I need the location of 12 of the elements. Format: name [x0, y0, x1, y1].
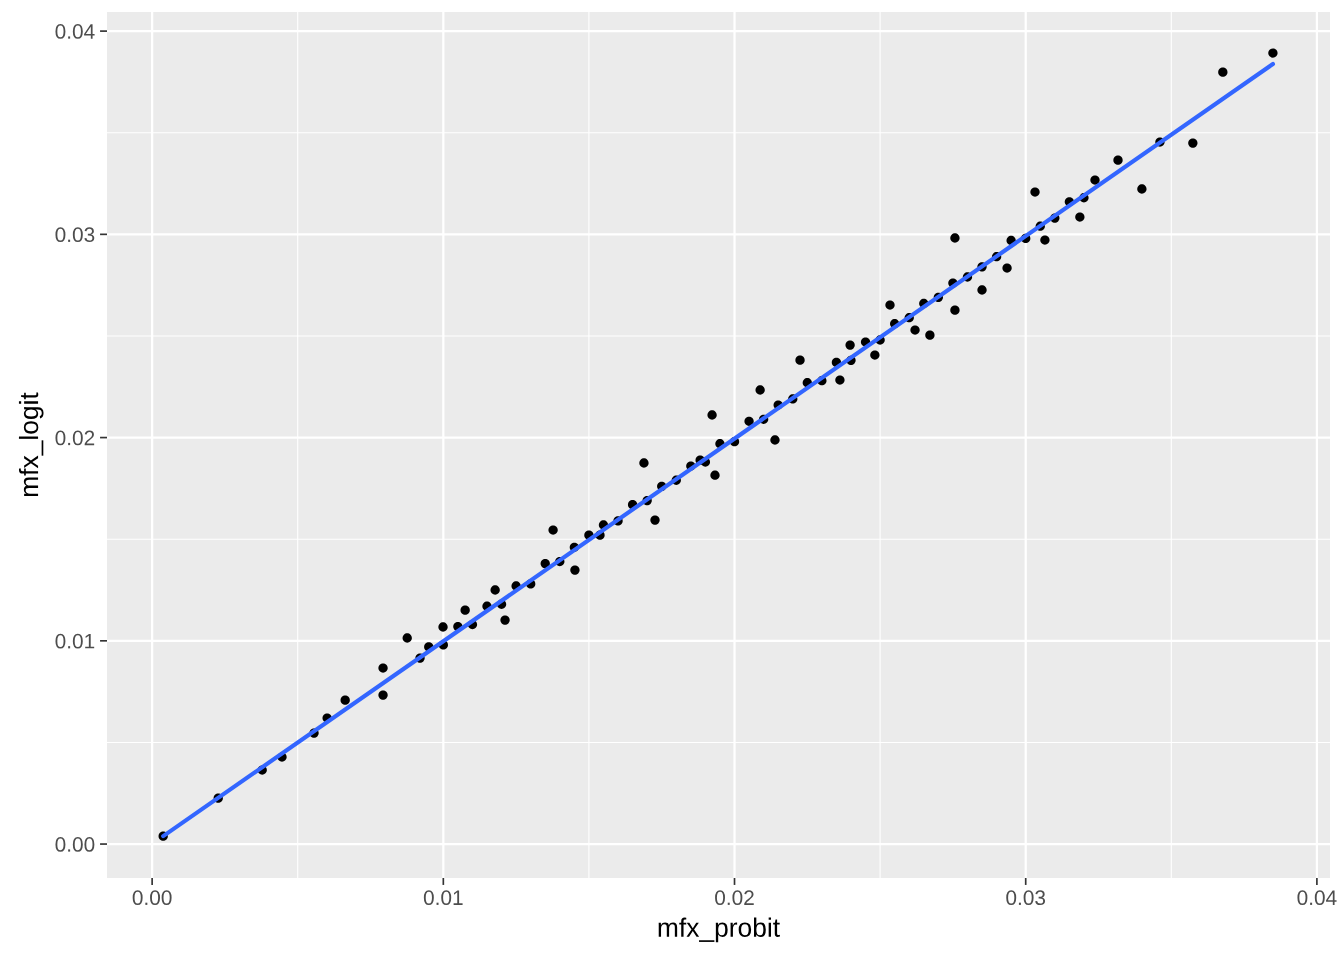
x-tick-label: 0.00 — [132, 890, 172, 906]
x-tick-label: 0.02 — [715, 890, 754, 906]
y-tick-label: 0.02 — [55, 430, 95, 446]
y-tick-label: 0.04 — [55, 24, 95, 39]
x-tick-label: 0.03 — [1006, 890, 1046, 906]
y-tick-label: 0.00 — [55, 837, 95, 852]
y-tick-label: 0.03 — [55, 227, 95, 243]
y-tick-label: 0.01 — [55, 633, 95, 649]
x-axis-title: mfx_probit — [658, 917, 780, 943]
y-axis-title: mfx_logit — [18, 392, 44, 497]
x-tick-label: 0.04 — [1297, 890, 1337, 906]
x-tick-label: 0.01 — [423, 890, 463, 906]
